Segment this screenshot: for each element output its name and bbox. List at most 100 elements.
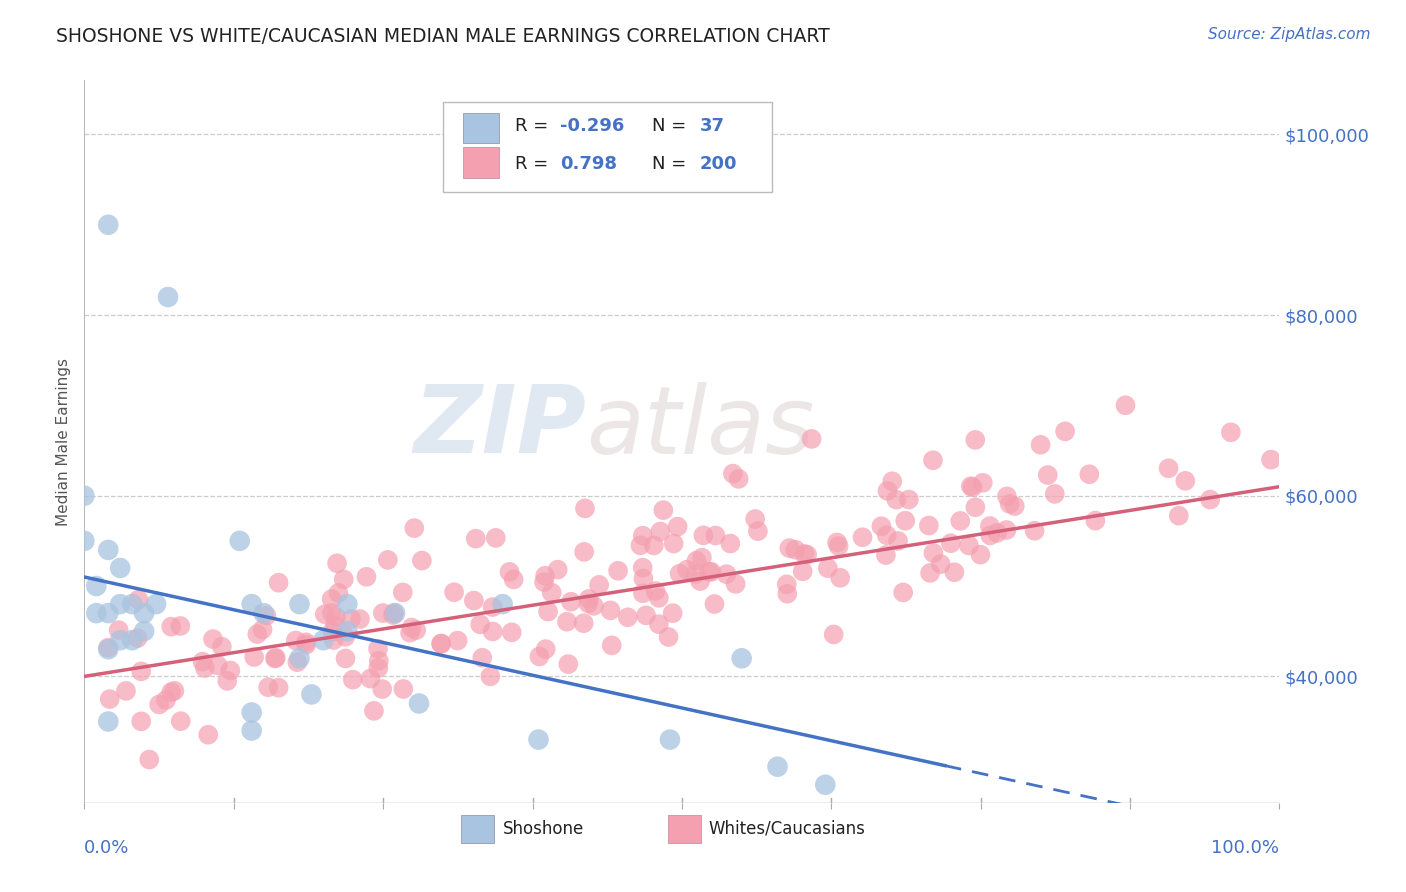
Point [328,586,350,600]
Point [616,610,638,624]
Point [700,565,723,579]
Point [1219,425,1241,440]
Point [1036,468,1059,483]
Point [335,651,357,665]
Point [160,620,183,634]
Point [657,630,679,644]
Point [1078,467,1101,482]
Point [240,723,263,738]
Point [73,489,96,503]
Point [979,519,1001,533]
Point [600,639,623,653]
Point [792,565,814,579]
Point [367,654,389,668]
Point [470,617,492,632]
Point [918,518,941,533]
Point [371,681,394,696]
Point [668,566,690,581]
Point [285,655,308,669]
Point [582,599,605,613]
Point [588,578,610,592]
Point [145,597,167,611]
Point [382,607,405,622]
Point [648,591,671,605]
Point [264,650,287,665]
Point [243,650,266,665]
Point [392,681,415,696]
Point [724,577,747,591]
Point [148,698,170,712]
Point [371,606,394,620]
Point [998,497,1021,511]
Point [785,542,807,557]
Point [631,586,654,600]
Point [703,597,725,611]
Point [922,453,945,467]
Point [676,563,699,577]
Text: R =: R = [515,154,554,173]
Text: 0.0%: 0.0% [84,838,129,857]
Point [1157,461,1180,475]
Point [814,778,837,792]
Point [336,597,359,611]
Point [321,606,343,620]
Text: ZIP: ZIP [413,381,586,473]
Text: R =: R = [515,117,554,135]
Point [129,714,152,729]
Point [894,514,917,528]
Point [110,561,132,575]
Point [367,661,389,675]
Point [246,627,269,641]
Point [257,680,280,694]
Point [652,503,675,517]
FancyBboxPatch shape [668,815,702,843]
Point [326,556,349,570]
Point [284,633,307,648]
Point [463,593,485,607]
Point [481,600,503,615]
Point [1260,452,1282,467]
Point [959,479,981,493]
Point [363,704,385,718]
Point [430,637,453,651]
Text: Whites/Caucasians: Whites/Caucasians [709,820,865,838]
Point [481,624,503,639]
Point [97,542,120,557]
Point [267,681,290,695]
Point [267,575,290,590]
Point [314,607,336,622]
Point [986,525,1008,540]
Point [962,480,984,494]
Point [325,610,347,624]
Point [464,532,486,546]
Point [766,760,789,774]
Point [98,692,121,706]
Point [342,673,364,687]
Point [1004,499,1026,513]
Point [823,627,845,641]
Point [138,752,160,766]
Point [194,661,217,675]
Point [132,624,156,639]
Point [607,564,630,578]
Point [995,523,1018,537]
Point [127,631,149,645]
Point [634,608,657,623]
Point [830,571,852,585]
Point [560,595,582,609]
Point [1043,487,1066,501]
Point [965,433,987,447]
Point [97,640,120,655]
Point [408,697,430,711]
Point [776,587,799,601]
Point [825,535,848,549]
Point [685,554,707,568]
Point [939,536,962,550]
Point [443,585,465,599]
Point [648,617,671,632]
Point [1167,508,1189,523]
Point [202,632,225,646]
Point [115,684,138,698]
Point [405,623,427,637]
Point [107,623,129,637]
